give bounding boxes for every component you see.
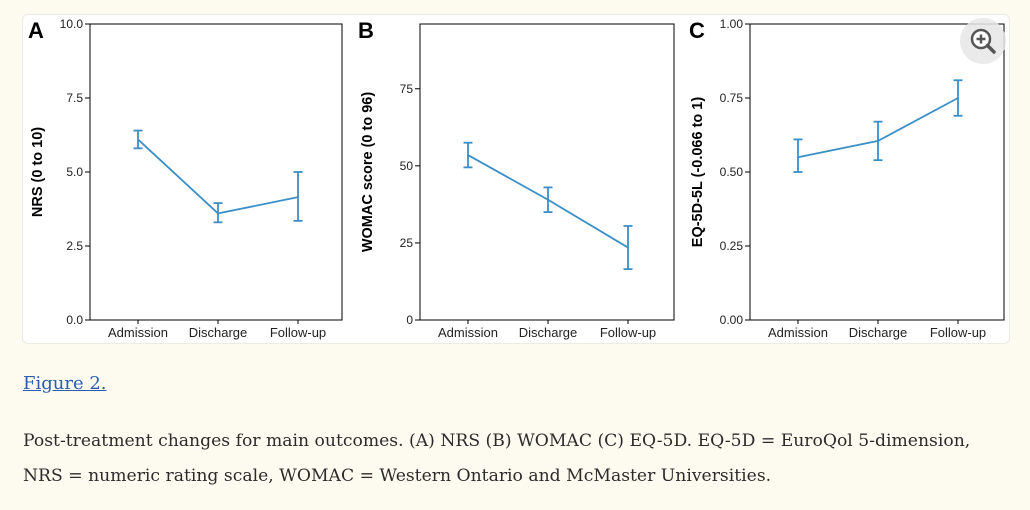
plot-frame (749, 23, 1005, 321)
x-tick-label: Admission (438, 325, 498, 340)
x-tick-label: Follow-up (270, 325, 326, 340)
x-tick-label: Admission (768, 325, 828, 340)
panel-label: B (358, 18, 374, 43)
x-tick-label: Follow-up (930, 325, 986, 340)
y-tick-label: 10.0 (60, 17, 84, 31)
x-tick-label: Discharge (849, 325, 908, 340)
x-tick-label: Discharge (189, 325, 248, 340)
x-tick-label: Admission (108, 325, 168, 340)
y-axis-label: EQ-5D-5L (-0.066 to 1) (690, 97, 706, 248)
series-line (467, 154, 629, 249)
y-tick-label: 0.75 (720, 91, 744, 105)
figure-link[interactable]: Figure 2. (23, 373, 107, 394)
y-tick-label: 1.00 (720, 17, 744, 31)
y-tick-label: 50 (400, 159, 414, 173)
x-tick-label: Discharge (519, 325, 578, 340)
y-tick-label: 0.0 (66, 313, 83, 327)
y-tick-label: 75 (400, 82, 414, 96)
y-tick-label: 0.50 (720, 165, 744, 179)
figure-caption: Post-treatment changes for main outcomes… (23, 424, 1008, 494)
y-tick-label: 0.00 (720, 313, 744, 327)
y-axis-label: WOMAC score (0 to 96) (360, 92, 376, 252)
y-tick-label: 0 (406, 313, 413, 327)
caption-line-1: Post-treatment changes for main outcomes… (23, 431, 971, 451)
y-tick-label: 25 (400, 236, 414, 250)
panel-label: A (28, 18, 44, 43)
plot-frame (419, 23, 675, 321)
y-tick-label: 7.5 (66, 91, 83, 105)
figure-container (22, 14, 1010, 344)
magnify-plus-icon (970, 28, 996, 54)
series-line (137, 138, 299, 215)
panel-label: C (689, 18, 705, 43)
figure-2-charts: A 0.0 2.5 5.0 7.5 10.0 Admission Discharge Follo… (28, 17, 1005, 340)
x-tick-label: Follow-up (600, 325, 656, 340)
series-line (797, 97, 959, 159)
plot-frame (89, 23, 343, 321)
y-tick-label: 0.25 (720, 239, 744, 253)
y-tick-label: 2.5 (66, 239, 83, 253)
caption-line-2: NRS = numeric rating scale, WOMAC = West… (23, 466, 772, 486)
y-axis-label: NRS (0 to 10) (30, 127, 46, 217)
zoom-button[interactable] (960, 18, 1006, 64)
y-tick-label: 5.0 (66, 165, 83, 179)
